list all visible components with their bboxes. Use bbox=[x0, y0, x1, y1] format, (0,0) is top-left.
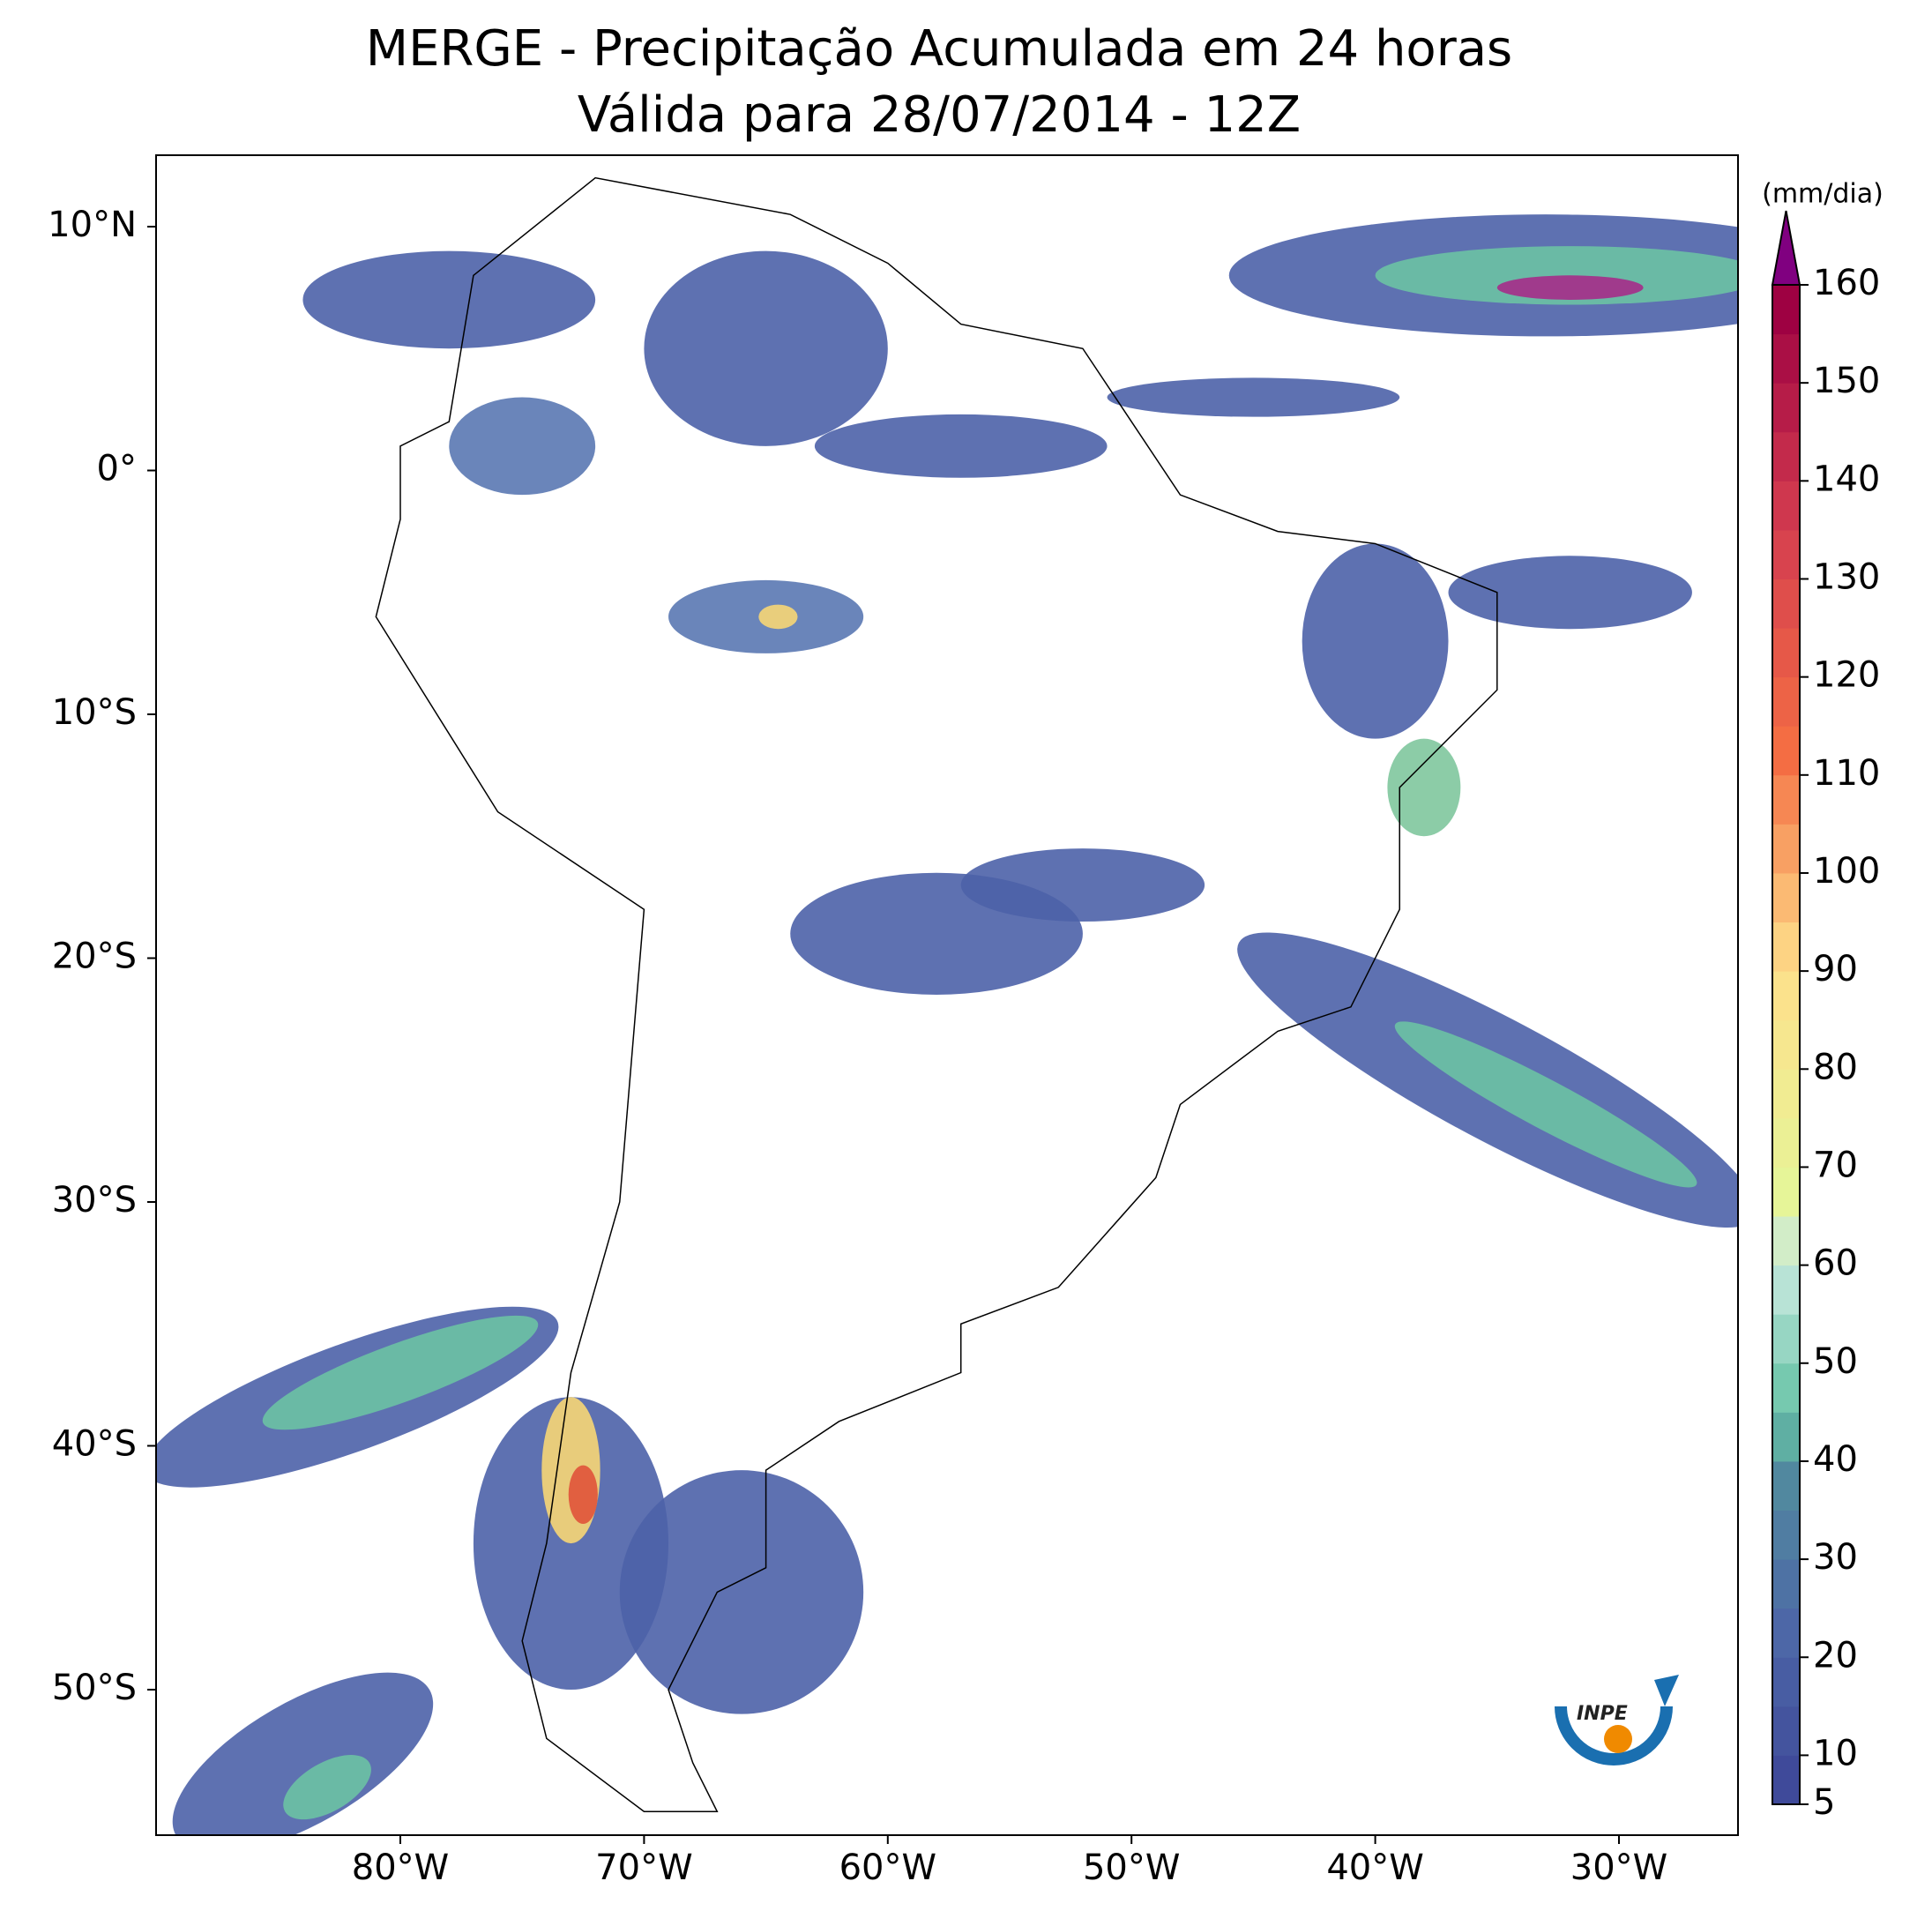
colorbar-band bbox=[1772, 1706, 1800, 1756]
precip-area bbox=[568, 1465, 598, 1524]
precip-area bbox=[1448, 556, 1692, 630]
logo-arc bbox=[1555, 1706, 1673, 1765]
colorbar-band bbox=[1772, 774, 1800, 825]
colorbar-tick-label: 150 bbox=[1813, 361, 1880, 401]
colorbar-tick-label: 40 bbox=[1813, 1439, 1858, 1480]
colorbar-tick-label: 160 bbox=[1813, 263, 1880, 303]
colorbar-extend bbox=[1771, 210, 1801, 286]
x-tick-label: 70°W bbox=[595, 1848, 692, 1888]
subtitle: Válida para 28/07/2014 - 12Z bbox=[578, 86, 1301, 144]
colorbar-band bbox=[1772, 676, 1800, 727]
colorbar-band bbox=[1772, 628, 1800, 678]
colorbar-frame bbox=[1772, 284, 1801, 1805]
map-area bbox=[156, 176, 1738, 1835]
colorbar-band bbox=[1772, 1019, 1800, 1070]
precip-area bbox=[1387, 738, 1461, 837]
precip-area bbox=[619, 1470, 864, 1714]
colorbar-tick-label: 50 bbox=[1813, 1341, 1858, 1382]
precip-area bbox=[302, 250, 596, 349]
colorbar-tick-label: 10 bbox=[1813, 1733, 1858, 1773]
colorbar-tick-label: 80 bbox=[1813, 1047, 1858, 1087]
colorbar-band bbox=[1772, 1460, 1800, 1512]
logo-text: INPE bbox=[1577, 1703, 1628, 1725]
colorbar-tick-label: 70 bbox=[1813, 1145, 1858, 1185]
colorbar-band bbox=[1772, 1314, 1800, 1364]
colorbar-band bbox=[1772, 922, 1800, 972]
y-tick-label: 0° bbox=[97, 449, 137, 489]
precip-area bbox=[960, 848, 1205, 922]
precip-area bbox=[814, 414, 1108, 478]
y-tick-label: 50°S bbox=[52, 1668, 137, 1708]
colorbar-band bbox=[1772, 1167, 1800, 1217]
colorbar-band bbox=[1772, 971, 1800, 1021]
y-tick-label: 10°S bbox=[52, 692, 137, 733]
colorbar-band bbox=[1772, 383, 1800, 433]
logo-arrow bbox=[1654, 1675, 1679, 1706]
colorbar-band bbox=[1772, 481, 1800, 531]
colorbar-band bbox=[1772, 824, 1800, 874]
y-tick-label: 10°N bbox=[48, 205, 137, 245]
colorbar-tick-label: 130 bbox=[1813, 556, 1880, 597]
y-tick-label: 40°S bbox=[52, 1424, 137, 1465]
logo: INPE bbox=[1555, 1675, 1679, 1765]
colorbar-tick-label: 120 bbox=[1813, 655, 1880, 696]
colorbar-band bbox=[1772, 1069, 1800, 1119]
y-tick-label: 30°S bbox=[52, 1180, 137, 1221]
x-tick-label: 80°W bbox=[352, 1848, 449, 1888]
colorbar-tick-label: 140 bbox=[1813, 459, 1880, 499]
colorbar-tick-label: 5 bbox=[1813, 1782, 1835, 1823]
precip-area bbox=[172, 1672, 434, 1835]
colorbar-tick-label: 60 bbox=[1813, 1243, 1858, 1284]
precip-area bbox=[541, 1397, 600, 1544]
colorbar-band bbox=[1772, 579, 1800, 629]
colorbar-tick-label: 100 bbox=[1813, 851, 1880, 892]
precip-area bbox=[644, 250, 888, 446]
colorbar-band bbox=[1772, 1657, 1800, 1707]
colorbar-band bbox=[1772, 1362, 1800, 1413]
colorbar-band bbox=[1772, 872, 1800, 923]
precip-area bbox=[262, 1315, 539, 1430]
colorbar-band bbox=[1772, 1265, 1800, 1315]
precip-area bbox=[283, 1755, 371, 1820]
colorbar-tick-label: 110 bbox=[1813, 753, 1880, 794]
colorbar-band bbox=[1772, 726, 1800, 776]
y-tick-label: 20°S bbox=[52, 937, 137, 977]
colorbar-band bbox=[1772, 1510, 1800, 1560]
logo-dot bbox=[1604, 1725, 1632, 1753]
x-tick-label: 50°W bbox=[1083, 1848, 1180, 1888]
precip-area bbox=[758, 604, 798, 630]
colorbar-band bbox=[1772, 333, 1800, 384]
colorbar-tick-label: 20 bbox=[1813, 1635, 1858, 1676]
x-tick-label: 60°W bbox=[839, 1848, 936, 1888]
colorbar-tick-label: 90 bbox=[1813, 949, 1858, 989]
colorbar-band bbox=[1772, 529, 1800, 579]
colorbar-band bbox=[1772, 1117, 1800, 1168]
colorbar-band bbox=[1772, 1412, 1800, 1462]
colorbar-label: (mm/dia) bbox=[1762, 179, 1884, 210]
coastline bbox=[375, 176, 1498, 1812]
map-frame bbox=[155, 154, 1739, 1836]
precip-area bbox=[1302, 543, 1449, 739]
precip-area bbox=[1107, 377, 1400, 417]
colorbar: 5 10 20 30 40 50 60 70 80 90 100 110 120 130 140 150 160 bbox=[1771, 210, 1880, 1823]
colorbar-band bbox=[1772, 1559, 1800, 1609]
colorbar-band bbox=[1772, 1755, 1800, 1805]
precip-area bbox=[1496, 275, 1644, 300]
colorbar-band bbox=[1772, 285, 1800, 335]
colorbar-band bbox=[1772, 1608, 1800, 1658]
title: MERGE - Precipitação Acumulada em 24 hor… bbox=[366, 20, 1512, 78]
x-tick-label: 30°W bbox=[1570, 1848, 1667, 1888]
precip-area bbox=[449, 397, 596, 496]
colorbar-tick-label: 30 bbox=[1813, 1537, 1858, 1578]
colorbar-band bbox=[1772, 1216, 1800, 1266]
x-tick-label: 40°W bbox=[1326, 1848, 1423, 1888]
precip-area bbox=[1394, 1021, 1697, 1188]
colorbar-band bbox=[1772, 431, 1800, 481]
precip-area bbox=[1375, 246, 1738, 305]
